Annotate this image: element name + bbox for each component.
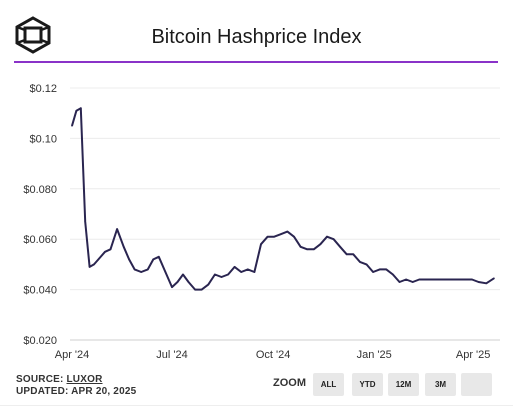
y-tick-label: $0.12 (29, 83, 57, 95)
x-axis-ticks: Apr '24 Jul '24 Oct '24 Jan '25 Apr '25 (55, 349, 491, 361)
data-point (147, 268, 149, 271)
data-point (187, 281, 190, 283)
zoom-ytd-button[interactable]: YTD (352, 373, 383, 396)
data-point (293, 235, 295, 238)
data-point (266, 235, 269, 238)
data-point (385, 268, 388, 271)
data-point (418, 278, 421, 281)
data-point (93, 263, 95, 266)
data-point (97, 258, 100, 261)
data-point (299, 246, 302, 248)
chart-grid (70, 87, 500, 341)
chart-title: Bitcoin Hashprice Index (151, 26, 362, 48)
data-point (75, 109, 78, 112)
data-point (260, 243, 262, 245)
source-link[interactable]: LUXOR (66, 374, 103, 385)
data-point (359, 261, 361, 263)
y-axis-ticks: $0.020 $0.040 $0.060 $0.080 $0.10 $0.12 (23, 83, 57, 347)
data-point (365, 263, 368, 266)
data-point (240, 271, 242, 273)
data-point (392, 273, 394, 276)
y-tick-label: $0.080 (23, 184, 57, 196)
data-point (140, 271, 142, 273)
data-point (438, 278, 440, 281)
data-point (273, 235, 276, 238)
x-tick-label: Jan '25 (357, 349, 392, 361)
data-point (207, 283, 210, 286)
zoom-12m-button[interactable]: 12M (388, 373, 419, 396)
data-point (477, 281, 480, 283)
data-point (319, 243, 322, 245)
updated-date: UPDATED: APR 20, 2025 (16, 386, 137, 397)
data-point (158, 255, 160, 258)
data-point (326, 235, 328, 238)
zoom-all-button[interactable]: ALL (313, 373, 344, 396)
data-point (220, 276, 223, 278)
hashprice-line-chart: $0.020 $0.040 $0.060 $0.080 $0.10 $0.12 Apr '… (23, 83, 500, 361)
data-point (104, 251, 106, 253)
y-tick-label: $0.020 (23, 335, 57, 347)
data-point (431, 278, 434, 281)
data-point (451, 278, 454, 281)
data-point (345, 253, 348, 256)
data-point (313, 248, 315, 251)
series-line (71, 107, 495, 291)
source-label: SOURCE: (16, 374, 64, 385)
data-point (471, 278, 473, 281)
data-point (233, 266, 236, 268)
data-point (247, 268, 249, 271)
data-point (164, 271, 167, 273)
x-tick-label: Apr '24 (55, 349, 90, 361)
data-point (280, 233, 282, 235)
data-point (182, 273, 184, 276)
data-point (485, 282, 488, 285)
data-point (109, 248, 112, 251)
data-point (80, 107, 82, 109)
data-point (306, 248, 309, 251)
data-point (411, 281, 414, 283)
data-point (378, 268, 381, 271)
zoom-3m-button[interactable]: 3M (425, 373, 456, 396)
zoom-custom-button[interactable] (461, 373, 492, 396)
data-point (339, 246, 341, 248)
data-point (464, 278, 467, 281)
zoom-label: ZOOM (273, 377, 306, 389)
data-point (286, 230, 289, 233)
data-point (128, 258, 130, 261)
data-point (200, 288, 203, 291)
data-point (88, 266, 91, 268)
footer-divider (0, 405, 513, 406)
y-tick-label: $0.040 (23, 285, 57, 297)
data-point (398, 281, 401, 283)
data-point (176, 281, 179, 283)
series-points (71, 107, 495, 291)
data-point (84, 220, 86, 223)
data-point (352, 253, 355, 256)
data-point (133, 268, 136, 271)
data-point (425, 278, 427, 281)
data-point (116, 228, 118, 230)
x-tick-label: Apr '25 (456, 349, 491, 361)
data-point (372, 271, 374, 273)
data-point (493, 277, 495, 280)
data-point (458, 278, 460, 281)
x-tick-label: Jul '24 (156, 349, 187, 361)
source-block: SOURCE: LUXOR UPDATED: APR 20, 2025 (16, 374, 136, 398)
x-tick-label: Oct '24 (256, 349, 291, 361)
data-point (171, 286, 173, 288)
data-point (122, 246, 125, 248)
data-point (194, 288, 196, 291)
data-point (214, 273, 216, 276)
title-divider (14, 61, 498, 63)
data-point (227, 273, 229, 276)
y-tick-label: $0.10 (29, 133, 57, 145)
data-point (253, 271, 256, 273)
cube-logo-icon (15, 16, 51, 54)
y-tick-label: $0.060 (23, 234, 57, 246)
data-point (71, 125, 73, 127)
data-point (444, 278, 447, 281)
data-point (332, 238, 335, 240)
data-point (405, 278, 407, 281)
data-point (152, 258, 155, 261)
